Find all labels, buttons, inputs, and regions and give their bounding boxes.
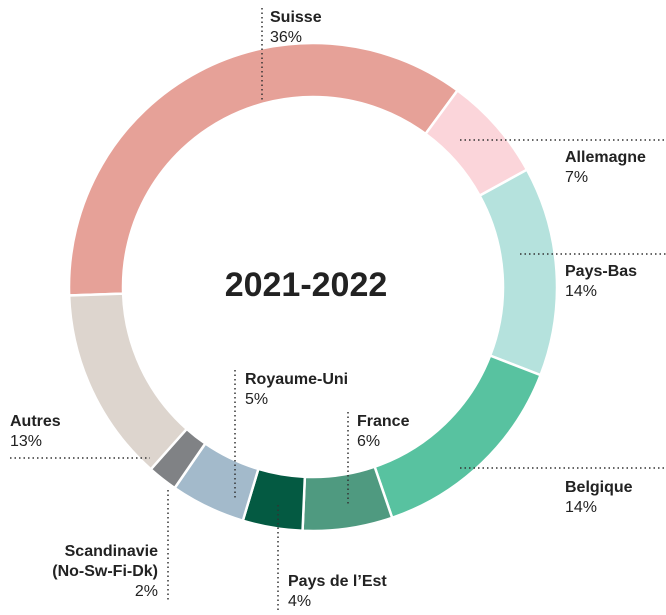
- label-name: Pays de l’Est: [288, 573, 387, 590]
- label-name: Royaume-Uni: [245, 371, 349, 388]
- label-name: Pays-Bas: [565, 263, 638, 280]
- label-name: Scandinavie (No-Sw-Fi-Dk): [52, 543, 158, 580]
- slice-label: Royaume-Uni 5%: [245, 370, 348, 410]
- slice-label: Scandinavie (No-Sw-Fi-Dk) 2%: [52, 542, 158, 602]
- donut-slice: [477, 168, 559, 377]
- label-name: Belgique: [565, 479, 633, 496]
- slice-label: Pays de l’Est 4%: [288, 572, 387, 612]
- label-value: 4%: [288, 593, 312, 610]
- slice-label: France 6%: [357, 412, 409, 452]
- label-value: 7%: [565, 169, 589, 186]
- label-value: 36%: [270, 29, 303, 46]
- donut-slice: [67, 292, 189, 472]
- label-name: Allemagne: [565, 149, 646, 166]
- label-value: 5%: [245, 391, 269, 408]
- label-value: 6%: [357, 433, 381, 450]
- label-name: Autres: [10, 413, 61, 430]
- chart-title: 2021-2022: [225, 266, 388, 304]
- slice-label: Autres 13%: [10, 412, 61, 452]
- slice-label: Allemagne 7%: [565, 148, 646, 188]
- label-name: Suisse: [270, 9, 322, 26]
- label-value: 14%: [565, 499, 598, 516]
- label-name: France: [357, 413, 410, 430]
- slice-label: Suisse 36%: [270, 8, 322, 48]
- label-value: 13%: [10, 433, 43, 450]
- slice-label: Belgique 14%: [565, 478, 633, 518]
- slice-label: Pays-Bas 14%: [565, 262, 637, 302]
- label-value: 14%: [565, 283, 598, 300]
- label-value: 2%: [134, 583, 158, 600]
- donut-slice: [67, 41, 460, 297]
